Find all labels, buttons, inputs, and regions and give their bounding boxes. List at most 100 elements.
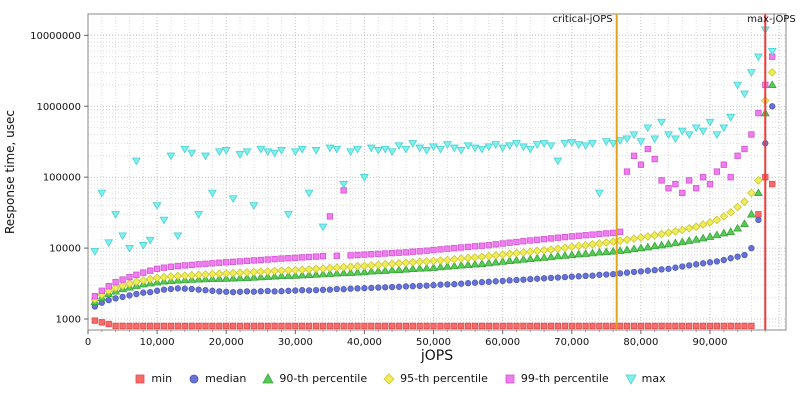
data-point [637,268,645,275]
x-tick-label: 40,000 [347,337,382,348]
data-point [574,241,584,251]
data-point [616,322,624,330]
legend-label: median [205,372,247,385]
data-point [214,269,224,279]
data-point [567,139,577,147]
data-point [228,268,238,278]
data-point [636,243,646,252]
data-point [361,322,368,330]
data-point [636,233,646,242]
data-point [734,152,741,159]
legend-label: min [151,372,173,385]
data-point [705,218,715,227]
data-point [138,242,148,250]
data-point [147,288,154,296]
legend-label: 95-th percentile [400,372,488,385]
data-point [540,275,548,282]
data-point [658,177,665,184]
data-point [382,322,389,330]
data-point [471,243,479,250]
data-point [484,143,494,152]
data-point [442,261,452,270]
data-point [416,282,423,290]
data-point [312,253,320,260]
data-point [520,238,527,245]
data-point [720,256,727,264]
chart-legend: min median 90-th percentile 95-th percentil… [0,372,800,385]
data-point [257,256,264,264]
data-point [589,322,596,330]
data-point [568,273,575,280]
data-point [375,250,382,257]
data-point [347,285,354,292]
data-point [464,322,472,330]
data-point [290,271,300,279]
data-point [152,273,162,283]
data-point [209,260,216,267]
data-point [271,288,278,295]
data-point [346,262,355,272]
data-point [422,147,432,155]
data-point [512,255,521,264]
data-point [256,267,266,277]
data-point [769,180,776,188]
data-point [554,322,562,330]
x-tick-label: 60,000 [485,337,520,348]
data-point [677,127,687,136]
data-point [173,271,183,281]
data-point [401,258,411,268]
data-point [361,285,368,292]
data-point [91,317,99,324]
data-point [311,264,321,274]
series-median-points [91,103,776,310]
data-point [740,219,749,227]
data-point [767,47,777,56]
data-point [194,270,203,280]
data-point [380,259,390,269]
data-point [277,266,286,276]
data-point [603,271,610,278]
data-point [312,322,320,330]
data-point [395,283,403,290]
data-point [601,138,611,146]
series-max-points [90,26,777,256]
data-point [477,252,487,262]
data-point [753,53,763,62]
data-point [201,152,210,161]
data-point [339,262,349,272]
data-point [277,147,286,155]
data-point [651,266,658,274]
data-point [686,322,693,330]
data-point [208,269,217,279]
data-point [693,185,700,192]
data-point [437,322,444,330]
data-point [499,240,506,247]
series-99-th-percentile-points [91,53,776,300]
data-point [741,251,748,259]
data-point [126,273,133,281]
data-point [520,276,527,283]
data-point [118,232,128,241]
data-point [180,271,190,280]
data-point [229,258,237,265]
data-point [650,241,660,250]
data-point [354,322,361,330]
data-point [250,288,258,295]
x-tick-label: 70,000 [554,337,589,348]
data-point [603,322,610,330]
data-point [575,322,582,330]
data-point [567,242,577,252]
diamond-marker-icon [383,372,395,385]
data-point [111,211,121,219]
data-point [449,261,459,270]
data-point [679,322,686,330]
plot-border [87,13,787,331]
data-point [257,322,264,330]
data-point [285,322,292,330]
data-point [637,322,645,330]
data-point [478,322,486,330]
y-tick-label: 10000000 [30,31,81,42]
data-point [672,180,679,188]
data-point [492,322,499,330]
data-point [98,287,105,294]
